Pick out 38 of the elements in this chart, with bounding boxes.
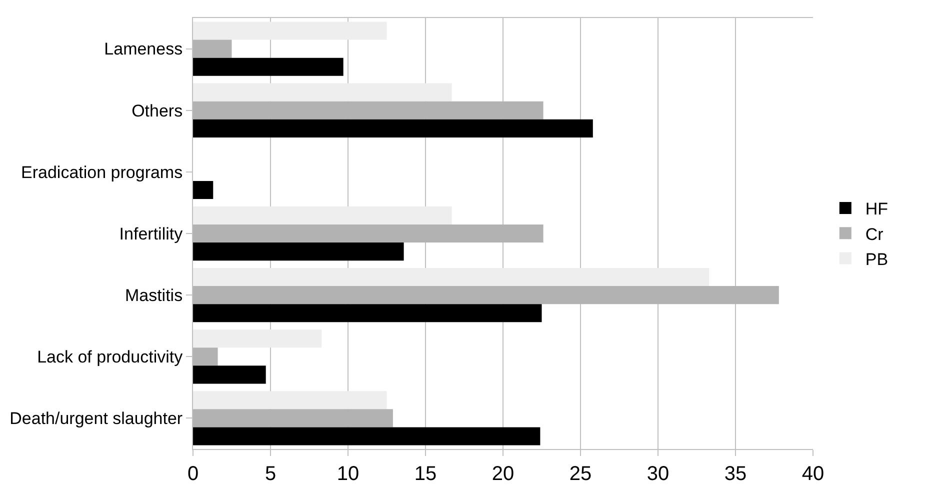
bar [193, 40, 232, 58]
bar [193, 286, 779, 304]
x-tick-label: 25 [569, 463, 592, 485]
y-tick-label: Eradication programs [21, 162, 183, 182]
bar [193, 101, 544, 120]
y-tick-label: Infertility [119, 224, 184, 244]
y-tick-label: Others [132, 101, 183, 120]
x-tick-label: 35 [724, 463, 747, 485]
bar [193, 119, 593, 138]
bar [193, 22, 387, 40]
bar [193, 391, 387, 410]
x-tick-label: 20 [492, 463, 514, 485]
y-tick-label: Lameness [104, 40, 183, 59]
legend-label: Cr [865, 224, 884, 244]
y-tick-label: Mastitis [124, 286, 183, 306]
bar [193, 242, 404, 261]
x-tick-label: 15 [414, 463, 437, 485]
bar [193, 83, 452, 102]
bar [193, 348, 218, 366]
x-tick-label: 5 [264, 463, 276, 485]
x-tick-label: 10 [336, 463, 360, 485]
x-tick-label: 0 [187, 463, 199, 485]
legend-label: PB [865, 250, 888, 269]
bar [193, 427, 540, 446]
x-tick-label: 40 [802, 463, 824, 485]
y-tick-label: Death/urgent slaughter [10, 409, 183, 428]
bar [193, 330, 322, 348]
legend-label: HF [865, 200, 888, 219]
x-tick-label: 30 [646, 463, 670, 485]
bar [193, 206, 452, 224]
bar [193, 304, 542, 322]
bar [193, 409, 393, 428]
bar [193, 180, 214, 200]
bar [193, 268, 710, 286]
bar [193, 224, 544, 243]
bar [193, 58, 344, 76]
y-tick-label: Lack of productivity [37, 348, 184, 367]
bar [193, 366, 266, 384]
